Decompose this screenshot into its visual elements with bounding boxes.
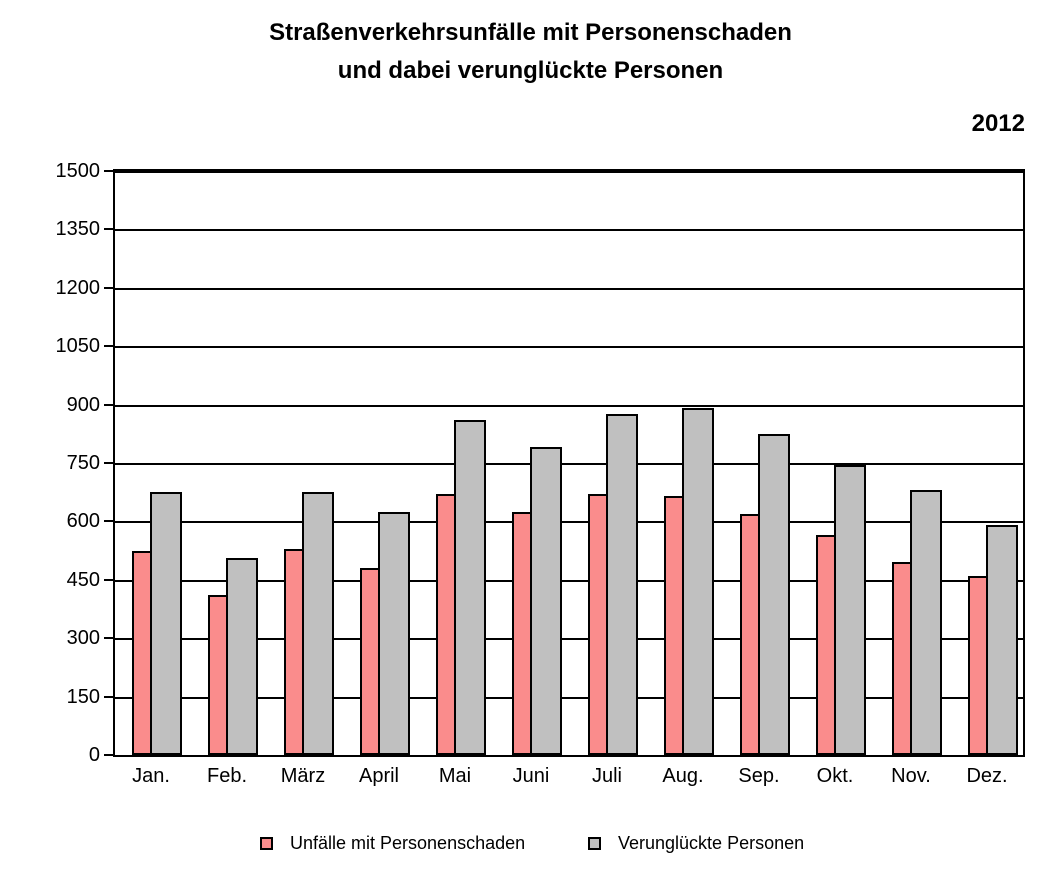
y-axis-label-1350: 1350 — [55, 218, 101, 241]
bar-series1-Mai — [436, 494, 456, 755]
bar-series2-Okt — [834, 465, 866, 755]
bar-series2-Juni — [530, 447, 562, 755]
legend-item-1: Unfälle mit Personenschaden — [260, 833, 525, 854]
bar-series2-Feb — [226, 558, 258, 755]
gridline-450 — [115, 579, 1023, 582]
y-tick-0 — [104, 754, 113, 756]
x-axis-label-Okt: Okt. — [816, 765, 854, 787]
y-axis-label-600: 600 — [66, 510, 100, 533]
legend-label: Unfälle mit Personenschaden — [290, 833, 526, 853]
bar-series2-Sep — [758, 434, 790, 755]
bar-series2-März — [302, 492, 334, 755]
gridline-1500 — [115, 171, 1023, 173]
y-tick-1350 — [104, 228, 113, 231]
x-axis-label-Juni: Juni — [512, 765, 550, 787]
bar-series1-Sep — [740, 514, 760, 755]
x-axis-label-Aug: Aug. — [662, 765, 704, 787]
gridline-600 — [115, 521, 1023, 524]
x-axis-label-März: März — [280, 765, 326, 787]
bar-series2-Dez — [986, 525, 1018, 755]
y-tick-450 — [104, 578, 113, 581]
legend-marker-icon — [588, 837, 601, 850]
x-axis-label-Dez: Dez. — [966, 765, 1008, 787]
gridline-300 — [115, 638, 1023, 641]
y-axis-label-150: 150 — [66, 685, 100, 708]
gridline-750 — [115, 463, 1023, 465]
y-axis-label-300: 300 — [66, 627, 100, 650]
bar-series1-Okt — [816, 535, 836, 755]
x-axis-label-Juli: Juli — [591, 765, 622, 787]
x-axis-label-Feb: Feb. — [206, 765, 248, 787]
bar-series1-April — [360, 568, 380, 755]
y-tick-300 — [104, 637, 113, 640]
legend-label: Verunglückte Personen — [618, 833, 805, 853]
legend: Unfälle mit Personenschaden Verunglückte … — [0, 833, 1061, 857]
y-axis-label-1500: 1500 — [55, 160, 101, 182]
x-axis-label-Mai: Mai — [438, 765, 472, 787]
x-axis-label-Nov: Nov. — [891, 765, 931, 787]
y-tick-1050 — [104, 345, 113, 348]
bar-series1-Juni — [512, 512, 532, 755]
chart-title-line2: und dabei verunglückte Personen — [337, 57, 724, 84]
y-tick-600 — [104, 520, 113, 523]
gridline-0 — [115, 755, 1023, 757]
chart-title-line1: Straßenverkehrsunfälle mit Personenschad… — [269, 19, 792, 46]
bar-series2-Mai — [454, 420, 486, 755]
y-tick-900 — [104, 403, 113, 406]
y-tick-1200 — [104, 286, 113, 289]
gridline-150 — [115, 696, 1023, 699]
y-tick-150 — [104, 695, 113, 698]
y-axis-label-1200: 1200 — [55, 276, 101, 299]
bar-series1-Jan — [132, 551, 152, 755]
y-axis-label-0: 0 — [88, 744, 100, 766]
x-axis-label-Sep: Sep. — [738, 765, 780, 787]
bar-series1-Nov — [892, 562, 912, 755]
y-axis-label-450: 450 — [66, 568, 100, 591]
gridline-1200 — [115, 287, 1023, 290]
y-tick-750 — [104, 462, 113, 464]
bar-series2-Juli — [606, 414, 638, 755]
bar-series2-Nov — [910, 490, 942, 755]
gridline-900 — [115, 404, 1023, 407]
bar-series1-Juli — [588, 494, 608, 755]
plot-area — [113, 169, 1025, 757]
bar-series1-Feb — [208, 595, 228, 755]
bar-series2-Jan — [150, 492, 182, 755]
bar-series2-April — [378, 512, 410, 755]
y-axis-label-900: 900 — [66, 393, 100, 416]
year-label: 2012 — [971, 110, 1025, 137]
gridline-1350 — [115, 229, 1023, 232]
bar-series1-Aug — [664, 496, 684, 755]
legend-marker-icon — [260, 837, 273, 850]
chart-title: Straßenverkehrsunfälle mit Personenschad… — [0, 14, 1061, 90]
y-axis-label-1050: 1050 — [55, 335, 101, 358]
x-axis-label-April: April — [358, 765, 399, 787]
y-axis-label-750: 750 — [66, 452, 100, 474]
y-tick-1500 — [104, 170, 113, 172]
bar-series1-Dez — [968, 576, 988, 755]
x-axis-label-Jan: Jan. — [132, 765, 170, 787]
bar-series2-Aug — [682, 408, 714, 755]
bar-series1-März — [284, 549, 304, 755]
gridline-1050 — [115, 346, 1023, 349]
legend-item-2: Verunglückte Personen — [588, 833, 804, 854]
